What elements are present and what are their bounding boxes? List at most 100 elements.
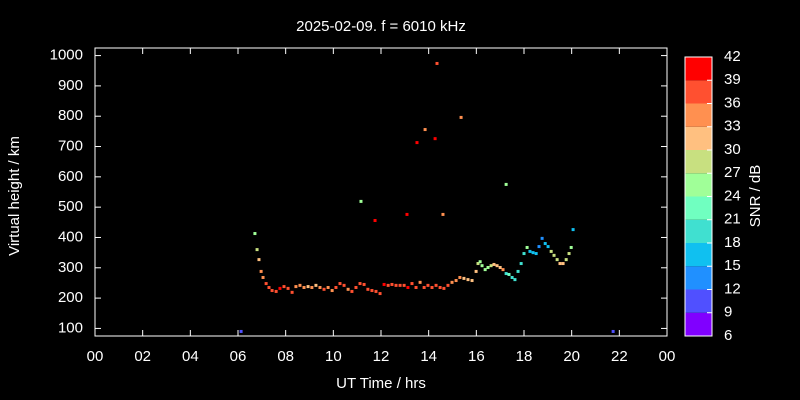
data-point [504,272,508,276]
data-point [555,258,559,262]
data-point [450,280,454,284]
data-point [373,218,377,222]
x-axis-label: UT Time / hrs [336,375,426,392]
x-tick-label: 14 [420,348,437,365]
data-point [483,268,487,272]
data-point [522,252,526,256]
colorbar-tick-label: 12 [724,280,741,297]
y-tick-label: 700 [58,137,83,154]
data-point [458,275,462,279]
data-point [466,278,470,282]
y-tick-label: 100 [58,319,83,336]
colorbar-band [685,80,712,104]
colorbar-band [685,289,712,313]
data-point [507,272,511,276]
data-point [374,289,378,293]
data-point [470,279,474,283]
data-point [561,262,565,266]
y-tick-label: 900 [58,77,83,94]
data-point [259,269,263,273]
colorbar-tick-label: 6 [724,327,732,344]
data-point [294,285,298,289]
data-point [446,283,450,287]
data-point [501,268,505,272]
data-point [476,262,480,266]
y-tick-label: 1000 [50,47,83,64]
data-point [492,262,496,266]
data-point [390,282,394,286]
data-point [564,258,568,262]
colorbar-label: SNR / dB [747,165,764,228]
data-point [525,245,529,249]
data-point [318,285,322,289]
data-point [513,278,517,282]
x-tick-label: 04 [182,348,199,365]
data-point [489,264,493,268]
data-point [326,285,330,289]
data-point [486,265,490,269]
colorbar-band [685,266,712,290]
data-point [282,285,286,289]
y-tick-label: 300 [58,259,83,276]
data-point [366,287,370,291]
data-point [498,265,502,269]
colorbar-band [685,150,712,174]
data-point [528,249,532,253]
data-point [478,260,482,264]
x-tick-label: 00 [87,348,104,365]
colorbar-tick-label: 36 [724,94,741,111]
colorbar-band [685,312,712,336]
x-tick-label: 06 [230,348,247,365]
data-point [434,283,438,287]
y-tick-label: 400 [58,228,83,245]
colorbar-tick-label: 30 [724,141,741,158]
y-tick-label: 600 [58,168,83,185]
data-point [267,285,271,289]
data-point [264,282,268,286]
data-point [438,285,442,289]
data-point [504,182,508,186]
x-tick-label: 12 [373,348,390,365]
colorbar-band [685,126,712,150]
colorbar-tick-label: 24 [724,187,741,204]
colorbar-tick-label: 39 [724,71,741,88]
colorbar-tick-label: 9 [724,304,732,321]
y-tick-label: 800 [58,107,83,124]
data-point [274,289,278,293]
data-point [430,285,434,289]
data-point [278,286,282,290]
colorbar-band [685,196,712,220]
data-point [454,279,458,283]
data-point [334,285,338,289]
data-point [302,285,306,289]
data-point [402,283,406,287]
data-point [314,283,318,287]
data-point [261,275,265,279]
data-point [534,252,538,256]
data-point [441,212,445,216]
x-tick-label: 02 [134,348,151,365]
data-point [342,283,346,287]
data-point [270,289,274,293]
data-point [306,285,310,289]
data-point [567,252,571,256]
colorbar-tick-label: 18 [724,234,741,251]
data-point [426,283,430,287]
data-point [435,61,439,65]
colorbar-tick-label: 33 [724,118,741,135]
data-point [382,282,386,286]
data-point [519,262,523,266]
data-point [406,285,410,289]
data-point [346,287,350,291]
data-point [322,287,326,291]
data-point [549,249,553,253]
x-tick-label: 00 [659,348,676,365]
data-point [286,286,290,290]
data-point [462,276,466,280]
data-point [516,269,520,273]
data-point [253,232,257,236]
data-point [415,141,419,145]
data-point [531,251,535,255]
colorbar-tick-label: 15 [724,257,741,274]
